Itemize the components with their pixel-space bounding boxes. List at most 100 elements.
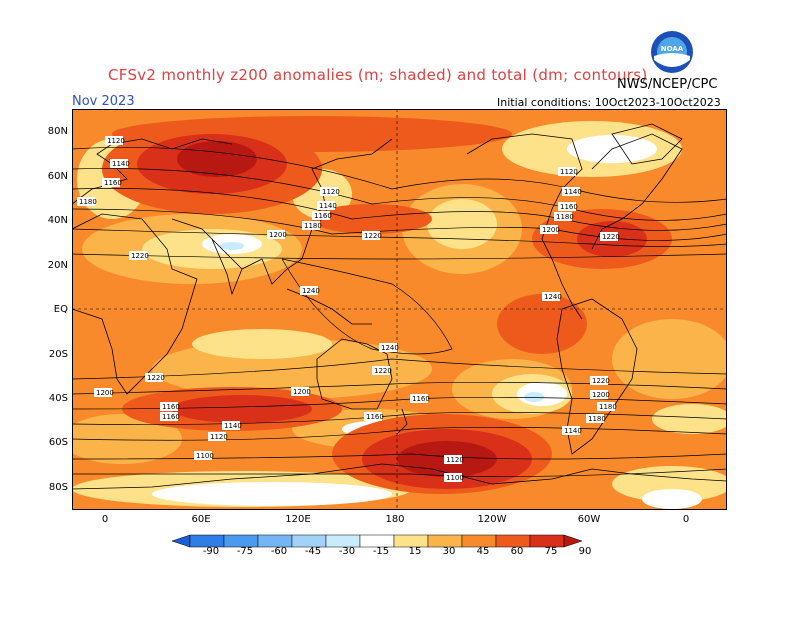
contour-label: 1160: [102, 178, 122, 187]
svg-text:1180: 1180: [599, 403, 617, 411]
svg-text:1220: 1220: [592, 377, 610, 385]
contour-label: 1240: [300, 286, 320, 295]
colorbar-label: 15: [408, 546, 422, 557]
colorbar-arrow-left: [172, 534, 191, 548]
svg-text:1200: 1200: [269, 231, 287, 239]
colorbar-label: -75: [236, 546, 254, 557]
svg-text:1200: 1200: [96, 389, 114, 397]
svg-text:1160: 1160: [104, 179, 122, 187]
svg-text:1120: 1120: [107, 137, 125, 145]
contour-label: 1180: [77, 197, 97, 206]
svg-text:1180: 1180: [79, 198, 97, 206]
svg-text:1240: 1240: [381, 344, 399, 352]
svg-text:1200: 1200: [592, 391, 610, 399]
svg-text:1160: 1160: [162, 413, 180, 421]
colorbar-label: 90: [578, 546, 592, 557]
svg-text:1200: 1200: [293, 388, 311, 396]
contour-label: 1220: [145, 373, 165, 382]
contour-label: 1160: [410, 394, 430, 403]
noaa-logo: NOAA: [650, 30, 694, 74]
contour-label: 1220: [600, 232, 620, 241]
svg-text:1120: 1120: [446, 456, 464, 464]
colorbar-label: 75: [544, 546, 558, 557]
svg-text:1100: 1100: [196, 452, 214, 460]
contour-label: 1180: [597, 402, 617, 411]
contour-label: 1120: [105, 136, 125, 145]
svg-text:1100: 1100: [446, 474, 464, 482]
contour-label: 1200: [94, 388, 114, 397]
contour-label: 1140: [562, 187, 582, 196]
contour-label: 1200: [540, 225, 560, 234]
chart-title: CFSv2 monthly z200 anomalies (m; shaded)…: [108, 66, 648, 84]
svg-text:1120: 1120: [560, 168, 578, 176]
svg-text:1180: 1180: [588, 415, 606, 423]
contour-label: 1180: [554, 212, 574, 221]
contour-label: 1220: [372, 366, 392, 375]
contour-label: 1220: [590, 376, 610, 385]
y-tick-label: 80N: [47, 126, 68, 137]
contour-label: 1160: [558, 202, 578, 211]
y-tick-label: 40N: [47, 215, 68, 226]
colorbar-arrow-right: [563, 534, 583, 548]
svg-text:1220: 1220: [131, 252, 149, 260]
contour-label: 1140: [222, 421, 242, 430]
svg-text:1120: 1120: [322, 188, 340, 196]
svg-text:1140: 1140: [564, 188, 582, 196]
contour-label: 1200: [267, 230, 287, 239]
svg-text:1120: 1120: [210, 433, 228, 441]
contour-label: 1200: [590, 390, 610, 399]
colorbar-label: -45: [304, 546, 322, 557]
svg-text:1140: 1140: [112, 160, 130, 168]
x-tick-label: 0: [682, 514, 690, 525]
contour-label: 1100: [194, 451, 214, 460]
svg-text:1220: 1220: [374, 367, 392, 375]
svg-text:1220: 1220: [602, 233, 620, 241]
contour-label: 1160: [312, 211, 332, 220]
y-tick-label: 60N: [47, 171, 68, 182]
contour-labels: 1120 1140 1160 1180 1120 1140 1160 1180 …: [77, 136, 620, 482]
contour-label: 1160: [364, 412, 384, 421]
contour-label: 1200: [291, 387, 311, 396]
svg-text:1240: 1240: [544, 293, 562, 301]
svg-text:1180: 1180: [304, 222, 322, 230]
contour-label: 1120: [558, 167, 578, 176]
anomaly-shading-blue: [220, 242, 544, 402]
contour-label: 1160: [160, 412, 180, 421]
svg-text:1240: 1240: [302, 287, 320, 295]
x-tick-label: 180: [385, 514, 405, 525]
colorbar-label: -60: [270, 546, 288, 557]
x-tick-label: 60E: [191, 514, 211, 525]
colorbar-label: -30: [338, 546, 356, 557]
svg-text:1200: 1200: [542, 226, 560, 234]
contour-label: 1180: [586, 414, 606, 423]
map-frame: [72, 109, 727, 510]
y-tick-label: 80S: [48, 482, 68, 493]
colorbar: [172, 534, 583, 548]
svg-text:1140: 1140: [224, 422, 242, 430]
svg-text:1140: 1140: [564, 427, 582, 435]
svg-text:1180: 1180: [556, 213, 574, 221]
svg-text:1160: 1160: [560, 203, 578, 211]
x-tick-label: 0: [101, 514, 109, 525]
contour-label: 1240: [379, 343, 399, 352]
anomaly-map: 1120 1140 1160 1180 1120 1140 1160 1180 …: [72, 109, 727, 510]
contour-label: 1100: [444, 473, 464, 482]
x-tick-label: 60W: [577, 514, 601, 525]
svg-text:NOAA: NOAA: [661, 45, 684, 53]
svg-text:1160: 1160: [366, 413, 384, 421]
contour-label: 1120: [320, 187, 340, 196]
y-tick-label: 40S: [48, 393, 68, 404]
contour-label: 1220: [362, 231, 382, 240]
y-tick-label: 20S: [48, 349, 68, 360]
contour-label: 1140: [110, 159, 130, 168]
reference-lines: [72, 109, 727, 510]
colorbar-label: -90: [202, 546, 220, 557]
contour-label: 1120: [208, 432, 228, 441]
colorbar-label: -15: [372, 546, 390, 557]
svg-text:1160: 1160: [314, 212, 332, 220]
agency-label: NWS/NCEP/CPC: [617, 77, 718, 92]
contour-label: 1140: [562, 426, 582, 435]
contour-label: 1240: [542, 292, 562, 301]
y-tick-label: 20N: [47, 260, 68, 271]
svg-text:1140: 1140: [319, 202, 337, 210]
